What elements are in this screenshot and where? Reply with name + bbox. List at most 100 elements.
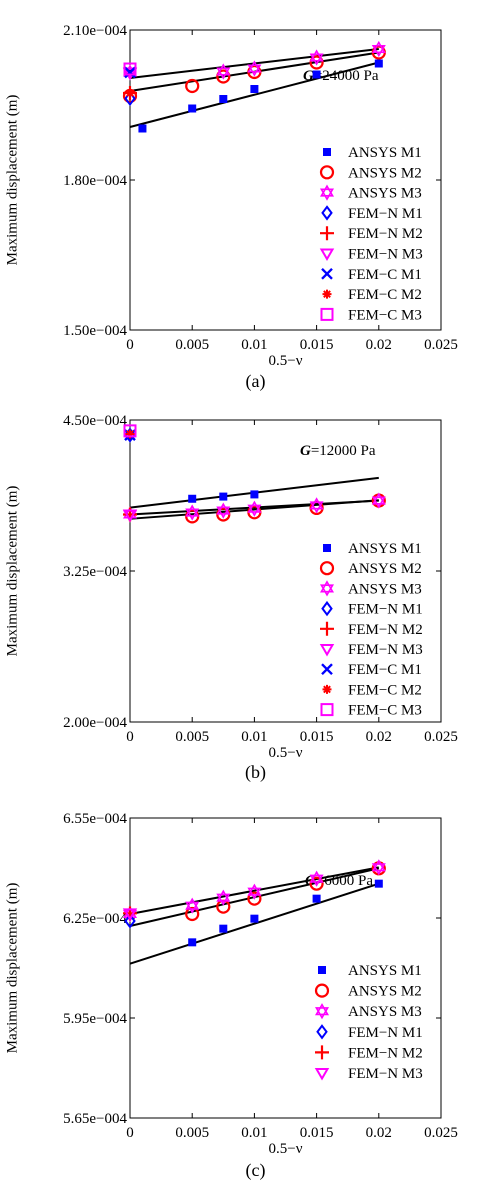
x-tick-label: 0.005 <box>175 337 209 353</box>
series-5 <box>122 509 138 522</box>
series-0 <box>188 879 383 947</box>
data-point <box>125 88 135 98</box>
series-7 <box>125 429 135 439</box>
legend-marker <box>321 600 333 617</box>
y-tick-label: 4.50e−004 <box>63 413 127 429</box>
legend-marker <box>321 205 333 221</box>
data-point <box>188 938 197 947</box>
data-point <box>122 908 138 921</box>
legend-label: FEM−C M1 <box>348 662 422 678</box>
data-point <box>309 870 324 887</box>
data-point <box>185 504 200 521</box>
annotation-g-value: G=12000 Pa <box>300 443 376 459</box>
x-tick-label: 0.02 <box>366 1125 392 1141</box>
series-2 <box>122 859 386 923</box>
data-point <box>219 924 228 933</box>
legend-marker <box>314 1068 330 1081</box>
legend-label: ANSYS M1 <box>348 541 422 557</box>
data-point <box>216 69 231 84</box>
legend-marker <box>323 148 331 156</box>
legend-marker <box>323 544 331 552</box>
legend-label: FEM−C M2 <box>348 287 422 303</box>
legend: ANSYS M1 ANSYS M2 ANSYS M3 FEM−N M1 FEM−N M2… <box>314 963 423 1082</box>
series-0 <box>138 59 383 133</box>
x-axis-label: 0.5−ν <box>269 745 303 761</box>
legend-marker <box>321 267 333 280</box>
data-point <box>247 891 262 906</box>
data-point <box>124 66 136 79</box>
data-point <box>309 497 324 514</box>
plot-area-frame <box>129 817 442 1119</box>
legend-label: ANSYS M3 <box>348 581 422 597</box>
data-point <box>371 40 386 58</box>
series-5 <box>122 908 138 921</box>
data-point <box>216 502 231 519</box>
legend-label: ANSYS M1 <box>348 963 422 979</box>
fit-line <box>129 61 380 128</box>
legend-label: FEM−N M2 <box>348 226 423 242</box>
legend-marker <box>319 561 335 576</box>
data-point <box>125 429 135 439</box>
legend-label: FEM−C M3 <box>348 703 422 719</box>
legend-marker <box>315 1045 329 1060</box>
y-tick-label: 1.80e−004 <box>63 173 127 189</box>
legend-marker <box>320 621 334 636</box>
data-point <box>188 494 197 503</box>
data-point <box>309 876 324 891</box>
legend-label: ANSYS M2 <box>348 561 422 577</box>
x-tick-label: 0.015 <box>300 729 334 745</box>
panel-label: (c) <box>246 1160 266 1181</box>
data-point <box>122 509 138 522</box>
legend-label: ANSYS M3 <box>348 1004 422 1020</box>
data-point <box>216 889 231 906</box>
data-point <box>219 492 228 501</box>
legend-marker <box>319 165 335 180</box>
legend-marker <box>321 663 333 676</box>
data-point <box>250 490 259 499</box>
data-point <box>216 899 231 914</box>
data-point <box>123 424 137 438</box>
x-tick-label: 0.01 <box>241 337 267 353</box>
data-point <box>247 883 262 900</box>
data-point <box>219 95 228 103</box>
chart-panel-3: 0 0.005 0.01 0.015 0.02 0.025 5.65e−004 5.95e−0… <box>4 811 457 1181</box>
legend-label: FEM−C M3 <box>348 307 422 323</box>
legend-label: FEM−N M3 <box>348 642 423 658</box>
legend-marker <box>320 703 334 717</box>
y-axis-label: Maximum displacement (m) <box>4 95 20 266</box>
series-7 <box>125 88 135 98</box>
legend-label: FEM−C M1 <box>348 267 422 283</box>
x-tick-label: 0.025 <box>424 1125 458 1141</box>
fit-line <box>129 499 379 520</box>
x-tick-label: 0.025 <box>424 729 458 745</box>
legend-marker <box>322 289 332 299</box>
legend-marker <box>314 983 330 998</box>
series-6 <box>124 66 136 79</box>
data-point <box>247 60 262 77</box>
data-point <box>309 55 324 70</box>
y-axis-label: Maximum displacement (m) <box>4 486 20 657</box>
legend-label: FEM−N M2 <box>348 622 423 638</box>
legend-label: FEM−N M3 <box>348 247 423 263</box>
x-tick-label: 0.025 <box>424 337 458 353</box>
y-tick-label: 5.65e−004 <box>63 1111 127 1127</box>
x-tick-label: 0.02 <box>366 337 392 353</box>
data-point <box>309 49 324 66</box>
y-tick-label: 5.95e−004 <box>63 1011 127 1027</box>
chart-panel-2: 0 0.005 0.01 0.015 0.02 0.025 2.00e−004 3.25e−0… <box>4 413 457 783</box>
data-point <box>123 62 137 76</box>
fit-line <box>129 866 379 915</box>
legend-label: FEM−N M1 <box>348 1025 423 1041</box>
data-point <box>138 124 147 133</box>
series-2 <box>122 40 386 81</box>
series-3 <box>124 913 136 929</box>
data-point <box>185 78 200 94</box>
y-tick-label: 6.55e−004 <box>63 811 127 827</box>
series-3 <box>124 90 136 107</box>
x-tick-label: 0.015 <box>300 337 334 353</box>
legend-label: ANSYS M1 <box>348 145 422 161</box>
y-tick-label: 1.50e−004 <box>63 323 127 339</box>
legend-label: FEM−N M1 <box>348 602 423 618</box>
legend-label: FEM−N M1 <box>348 206 423 222</box>
